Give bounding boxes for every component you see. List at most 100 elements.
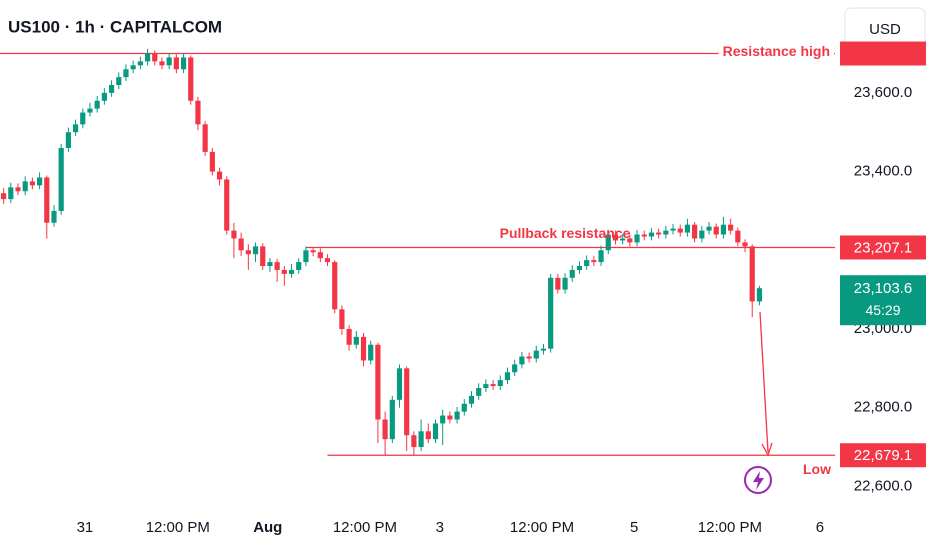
candle-body bbox=[476, 388, 482, 396]
candle-body bbox=[699, 230, 705, 239]
candle-body bbox=[1, 193, 7, 200]
candle-body bbox=[8, 187, 14, 200]
candle-body bbox=[159, 61, 165, 66]
candle-body bbox=[720, 224, 727, 235]
candle-body bbox=[231, 230, 237, 239]
candle-body bbox=[36, 177, 43, 186]
candle-body bbox=[360, 336, 367, 361]
price-tag-label: 23,207.1 bbox=[854, 239, 912, 256]
y-tick-label: 22,600.0 bbox=[854, 477, 912, 494]
candle-body bbox=[497, 380, 503, 387]
candle-body bbox=[252, 246, 259, 255]
candle-body bbox=[591, 260, 597, 263]
candle-body bbox=[144, 53, 151, 62]
candle-body bbox=[540, 348, 547, 351]
candle-body bbox=[677, 228, 683, 233]
candle-body bbox=[224, 179, 230, 231]
candle-body bbox=[713, 226, 719, 235]
candle-body bbox=[310, 250, 316, 253]
candle-body bbox=[627, 238, 633, 243]
currency-label[interactable]: USD bbox=[869, 21, 901, 38]
candle-body bbox=[432, 423, 439, 440]
candle-body bbox=[555, 277, 561, 290]
candle-body bbox=[648, 232, 655, 237]
candle-body bbox=[274, 262, 280, 270]
candle-body bbox=[396, 368, 403, 400]
candle-body bbox=[260, 246, 266, 267]
candle-body bbox=[411, 435, 417, 448]
candle-body bbox=[29, 181, 35, 186]
candle-body bbox=[706, 226, 712, 231]
candle-body bbox=[116, 77, 122, 85]
y-tick-label: 23,400.0 bbox=[854, 163, 912, 180]
candle-body bbox=[656, 232, 662, 235]
candle-body bbox=[44, 177, 50, 223]
candle-body bbox=[584, 260, 590, 267]
candle-body bbox=[468, 395, 475, 404]
x-tick-label: 12:00 PM bbox=[698, 519, 762, 536]
candle-body bbox=[483, 384, 489, 389]
candle-body bbox=[684, 224, 691, 233]
plot-area bbox=[0, 48, 835, 456]
candle-body bbox=[130, 65, 136, 70]
candle-body bbox=[735, 230, 741, 243]
candle-body bbox=[425, 431, 431, 440]
candle-body bbox=[339, 309, 345, 329]
candle-body bbox=[404, 368, 410, 436]
candle-body bbox=[368, 344, 374, 361]
candle-body bbox=[504, 372, 511, 381]
candle-body bbox=[447, 415, 453, 420]
candle-body bbox=[281, 269, 287, 274]
candle-body bbox=[51, 210, 57, 223]
y-tick-label: 22,800.0 bbox=[854, 399, 912, 416]
candle-body bbox=[195, 100, 201, 125]
candle-body bbox=[267, 262, 273, 267]
candle-body bbox=[216, 171, 223, 180]
candle-body bbox=[353, 336, 359, 345]
candle-body bbox=[756, 288, 763, 302]
candle-body bbox=[440, 415, 446, 424]
candle-body bbox=[389, 399, 395, 440]
bar-countdown: 45:29 bbox=[865, 302, 900, 318]
candle-body bbox=[548, 277, 554, 349]
candle-body bbox=[692, 224, 698, 239]
candle-body bbox=[533, 350, 539, 359]
candle-body bbox=[80, 112, 86, 125]
candle-body bbox=[317, 252, 323, 259]
x-tick-label: 31 bbox=[77, 519, 94, 536]
level-annotation: Resistance high bbox=[723, 43, 830, 59]
price-tag bbox=[840, 235, 926, 260]
candle-body bbox=[173, 57, 179, 70]
candle-body bbox=[87, 108, 93, 113]
candle-body bbox=[303, 250, 309, 263]
candle-body bbox=[634, 234, 640, 243]
x-tick-label: 6 bbox=[816, 519, 824, 536]
candle-body bbox=[296, 262, 302, 270]
candle-body bbox=[65, 132, 71, 148]
candle-body bbox=[238, 238, 244, 251]
x-tick-label: 3 bbox=[436, 519, 444, 536]
candle-body bbox=[137, 61, 143, 66]
level-annotation: Pullback resistance bbox=[500, 225, 631, 241]
candle-body bbox=[569, 269, 575, 278]
candle-body bbox=[346, 328, 352, 345]
chart-title: US100 · 1h · CAPITALCOM bbox=[8, 17, 222, 36]
candle-body bbox=[461, 403, 467, 412]
candle-body bbox=[166, 57, 172, 66]
last-price-label: 23,103.6 bbox=[854, 280, 912, 297]
price-tag bbox=[840, 41, 926, 66]
y-tick-label: 23,600.0 bbox=[854, 84, 912, 101]
candle-body bbox=[641, 234, 647, 237]
candle-body bbox=[612, 234, 619, 241]
x-tick-label: 12:00 PM bbox=[146, 519, 210, 536]
x-tick-label: 12:00 PM bbox=[333, 519, 397, 536]
candle-body bbox=[288, 269, 295, 274]
candle-body bbox=[245, 250, 251, 255]
candle-body bbox=[108, 85, 115, 93]
x-tick-label: 12:00 PM bbox=[510, 519, 574, 536]
candle-body bbox=[72, 124, 79, 133]
candle-body bbox=[742, 242, 748, 247]
candle-body bbox=[598, 250, 604, 263]
price-tag-label: 22,679.1 bbox=[854, 447, 912, 464]
